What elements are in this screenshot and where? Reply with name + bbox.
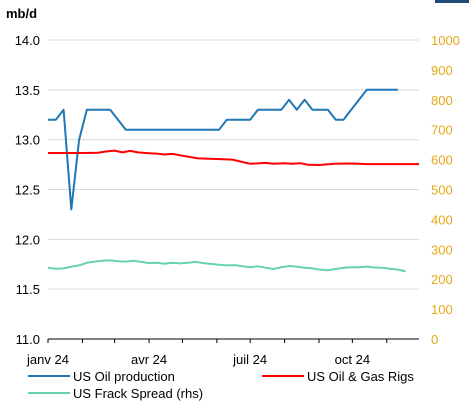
y-right-tick-label: 400	[431, 212, 453, 227]
y-left-tick-label: 13.5	[15, 83, 40, 98]
y-right-tick-label: 600	[431, 153, 453, 168]
y-left-tick-label: 11.5	[16, 282, 40, 297]
units-label: mb/d	[6, 6, 37, 21]
legend-item-rigs: US Oil & Gas Rigs	[262, 369, 414, 384]
grid-lines	[48, 39, 419, 290]
series-line-rigs	[48, 149, 419, 166]
legend-label: US Oil & Gas Rigs	[307, 369, 414, 384]
x-tick-label: oct 24	[335, 352, 370, 367]
y-left-tick-label: 11.0	[16, 332, 40, 347]
y-right-tick-label: 300	[431, 242, 453, 257]
y-right-tick-label: 1000	[431, 33, 460, 48]
y-right-tick-label: 800	[431, 93, 453, 108]
series-lines	[47, 88, 419, 273]
y-left-tick-label: 13.0	[15, 133, 40, 148]
y-right-tick-label: 500	[431, 183, 453, 198]
top-right-accent-bar	[435, 0, 469, 3]
legend-label: US Oil production	[73, 369, 175, 384]
x-tick-label: juil 24	[232, 352, 267, 367]
y-right-tick-label: 200	[431, 272, 453, 287]
x-tick-label: janv 24	[26, 352, 69, 367]
legend: US Oil production US Oil & Gas Rigs US Fra…	[28, 369, 414, 401]
legend-label: US Frack Spread (rhs)	[73, 386, 203, 401]
y-left-tick-label: 12.0	[15, 232, 40, 247]
y-right-tick-label: 900	[431, 63, 453, 78]
legend-item-frack-spread: US Frack Spread (rhs)	[28, 386, 203, 401]
y-right-tick-label: 0	[431, 332, 438, 347]
y-right-tick-label: 100	[431, 302, 453, 317]
y-right-tick-label: 700	[431, 123, 453, 138]
y-left-tick-label: 12.5	[15, 183, 40, 198]
series-line-frack-spread	[47, 259, 406, 273]
y-left-tick-label: 14.0	[15, 33, 40, 48]
series-line-oil-production	[48, 88, 398, 211]
legend-item-oil-production: US Oil production	[28, 369, 175, 384]
x-tick-label: avr 24	[131, 352, 167, 367]
axes: 11.0 11.5 12.0 12.5 13.0 13.5 14.0 0 100 200 300 40…	[15, 33, 460, 367]
